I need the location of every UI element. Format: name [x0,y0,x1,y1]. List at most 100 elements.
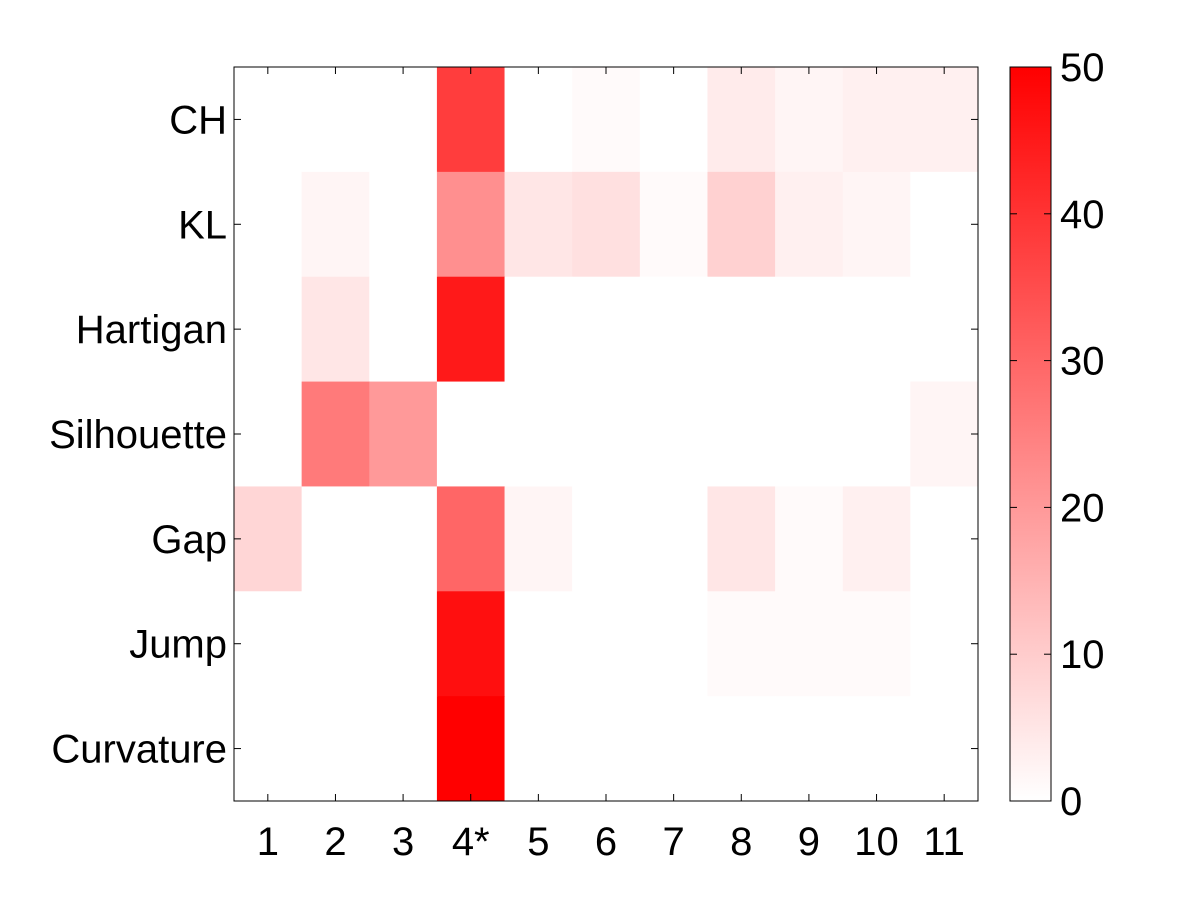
heatmap-cell [504,696,573,802]
colorbar-tick-label: 50 [1060,46,1105,90]
x-tick-label: 9 [798,820,820,864]
heatmap-cell [504,486,573,592]
y-axis-ticks: CH KL Hartigan Silhouette Gap Jump Curvature [49,98,978,772]
heatmap-cell [301,276,370,383]
heatmap-cell [707,67,776,173]
heatmap-cell [369,171,438,278]
heatmap-cell [504,381,573,487]
heatmap-cell [910,486,979,592]
x-tick-label: 6 [595,820,617,864]
heatmap-cell [572,486,641,592]
heatmap-cell [504,171,573,278]
heatmap-cell [775,486,844,592]
heatmap-cell [301,381,370,487]
heatmap-cell [639,591,708,697]
heatmap-cell [910,381,979,487]
colorbar-tick-label: 10 [1060,633,1105,677]
x-tick-label: 11 [923,820,965,864]
x-tick-label: 5 [527,820,549,864]
x-tick-label: 7 [663,820,685,864]
heatmap-cell [369,67,438,173]
heatmap-cell [234,381,303,487]
x-tick-label: 8 [730,820,752,864]
heatmap-cell [572,696,641,802]
heatmap-cell [436,696,506,802]
heatmap-cell [234,696,303,802]
heatmap-cell [572,381,641,487]
y-tick-label: Hartigan [76,308,227,352]
heatmap-cell [910,591,979,697]
colorbar-tick-label: 0 [1060,780,1082,824]
heatmap-cell [842,486,911,592]
heatmap-cell [572,67,641,173]
heatmap-cell [301,67,370,173]
heatmap-cell [436,486,506,592]
x-tick-label: 3 [392,820,414,864]
heatmap-cell [639,486,708,592]
heatmap-cell [707,486,776,592]
heatmap-cell [842,276,911,383]
heatmap-cell [842,67,911,173]
heatmap-cell [572,591,641,697]
heatmap-cell [842,591,911,697]
heatmap-cell [369,486,438,592]
heatmap-cell [369,591,438,697]
heatmap-cell [775,696,844,802]
heatmap-cell [436,171,506,278]
heatmap-cell [639,696,708,802]
heatmap-cell [436,591,506,697]
heatmap-cell [234,486,303,592]
heatmap-cell [436,276,506,383]
heatmap-cell [504,591,573,697]
heatmap-cell [234,591,303,697]
heatmap-cell [234,67,303,173]
heatmap-cell [775,67,844,173]
x-tick-label: 4* [452,820,490,864]
heatmap-cell [707,381,776,487]
heatmap-cells [234,67,979,802]
heatmap-cell [842,696,911,802]
y-tick-label: KL [178,203,227,247]
heatmap-cell [639,67,708,173]
heatmap-cell [301,486,370,592]
heatmap-cell [301,171,370,278]
heatmap-cell [910,696,979,802]
heatmap-cell [910,276,979,383]
heatmap-cell [301,591,370,697]
x-axis-ticks: 1 2 3 4* 5 6 7 8 9 10 11 [257,67,965,864]
colorbar: 0 10 20 30 40 50 [1009,46,1105,824]
heatmap-cell [842,381,911,487]
colorbar-tick-label: 40 [1060,193,1105,237]
heatmap-cell [775,276,844,383]
heatmap-cell [369,276,438,383]
colorbar-gradient [1009,66,1052,802]
x-tick-label: 10 [854,820,899,864]
heatmap-cell [369,696,438,802]
heatmap-cell [436,67,506,173]
heatmap-cell [707,591,776,697]
heatmap-cell [775,381,844,487]
heatmap-cell [775,591,844,697]
colorbar-tick-label: 30 [1060,340,1105,384]
heatmap-cell [234,276,303,383]
heatmap-cell [910,67,979,173]
x-tick-label: 2 [324,820,346,864]
y-tick-label: Jump [129,623,227,667]
y-tick-label: Silhouette [49,413,227,457]
heatmap-cell [369,381,438,487]
heatmap-cell [707,696,776,802]
y-tick-label: Gap [151,518,227,562]
heatmap-cell [639,171,708,278]
heatmap-cell [639,381,708,487]
y-tick-label: CH [169,98,227,142]
heatmap-cell [775,171,844,278]
heatmap-cell [436,381,506,487]
heatmap-cell [707,171,776,278]
heatmap-cell [572,171,641,278]
heatmap-cell [301,696,370,802]
x-tick-label: 1 [257,820,279,864]
heatmap-cell [910,171,979,278]
heatmap-cell [572,276,641,383]
heatmap-cell [842,171,911,278]
